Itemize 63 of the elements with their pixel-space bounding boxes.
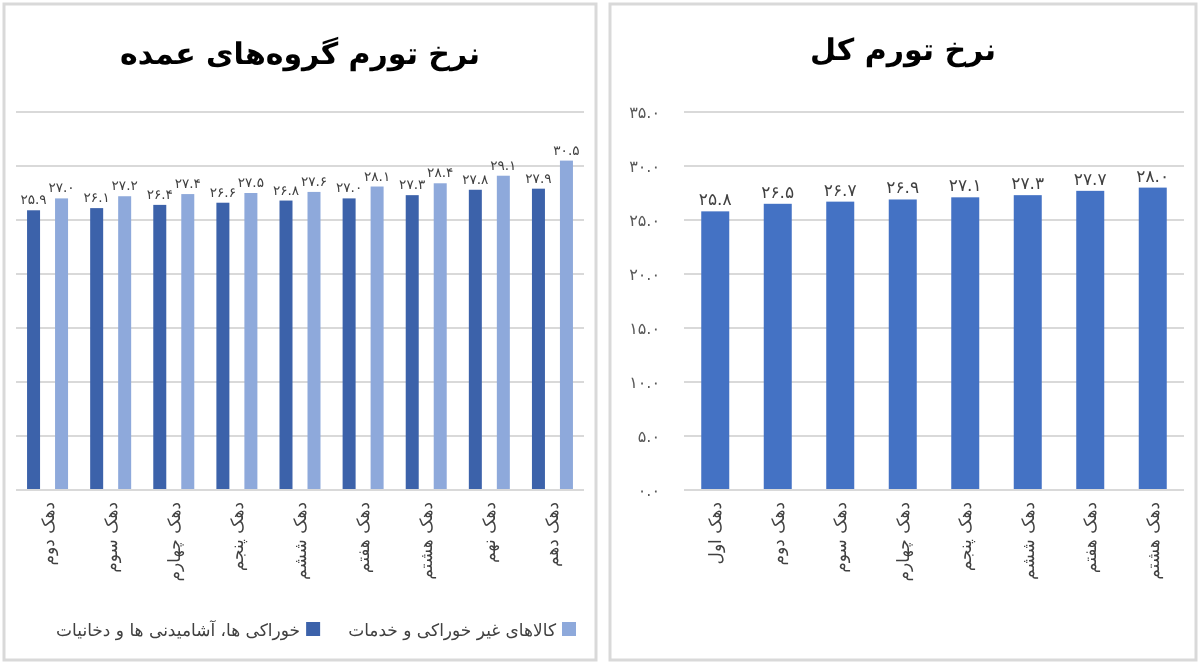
bar <box>307 191 321 490</box>
bar <box>90 208 104 490</box>
y-tick-label: ۱۵.۰ <box>629 320 660 338</box>
bar <box>118 196 132 490</box>
x-tick-label: دهک پنجم <box>228 501 249 572</box>
bar <box>1138 187 1167 490</box>
y-tick-label: ۰.۰ <box>637 482 660 500</box>
bar <box>701 211 730 490</box>
x-tick-label: دهک دهم <box>544 501 565 568</box>
x-tick-label: دهک پنجم <box>957 501 978 572</box>
x-tick-label: دهک ششم <box>292 501 312 580</box>
data-label: ۲۷.۳ <box>1011 175 1046 196</box>
x-tick-label: دهک اول <box>707 501 728 565</box>
x-tick-label: دهک هفتم <box>1082 501 1103 574</box>
data-label: ۲۶.۷ <box>823 181 858 202</box>
y-tick-label: ۳۰.۰ <box>629 158 660 176</box>
bar <box>951 197 980 490</box>
x-tick-label: دهک هشتم <box>1144 501 1165 580</box>
x-tick-label: دهک نهم <box>481 501 502 564</box>
chart-title: نرخ تورم گروه‌های عمده <box>120 36 480 72</box>
legend-label: خوراکی ها، آشامیدنی ها و دخانیات <box>56 620 301 642</box>
bar <box>888 199 917 490</box>
x-tick-label: دهک سوم <box>102 501 123 573</box>
data-label: ۲۶.۵ <box>761 183 796 204</box>
y-tick-label: ۵.۰ <box>637 428 660 446</box>
data-label: ۲۸.۰ <box>1136 167 1170 188</box>
x-tick-label: دهک سوم <box>832 501 853 573</box>
bar <box>1076 190 1105 490</box>
bar <box>55 198 69 490</box>
y-tick-label: ۲۵.۰ <box>629 212 660 230</box>
x-tick-label: دهک هفتم <box>355 501 376 574</box>
bar <box>279 200 293 490</box>
bar <box>405 195 419 490</box>
chart-title: نرخ تورم کل <box>810 32 996 68</box>
bar <box>1013 195 1042 490</box>
bar <box>433 183 447 490</box>
legend-label: کالاهای غیر خوراکی و خدمات <box>348 622 558 642</box>
bar <box>370 186 384 490</box>
bar <box>181 194 195 490</box>
x-tick-label: دهک ششم <box>1019 501 1040 580</box>
bar <box>763 203 792 490</box>
x-tick-label: دهک هشتم <box>418 501 439 580</box>
bar <box>559 160 573 490</box>
x-tick-label: دهک دوم <box>39 501 60 566</box>
bar <box>468 189 482 490</box>
bar <box>27 210 41 490</box>
bar <box>153 204 167 490</box>
y-tick-label: ۳۵.۰ <box>629 104 660 122</box>
bar <box>216 202 230 490</box>
x-tick-label: دهک چهارم <box>894 501 915 582</box>
bar <box>244 193 258 490</box>
bar <box>496 175 510 490</box>
x-tick-label: دهک دوم <box>769 501 790 566</box>
data-label: ۲۵.۸ <box>698 191 733 212</box>
x-tick-label: دهک چهارم <box>165 501 186 582</box>
bar <box>531 188 545 490</box>
y-tick-label: ۱۰.۰ <box>629 374 660 392</box>
bar <box>342 198 356 490</box>
bar <box>826 201 855 490</box>
data-label: ۲۷.۷ <box>1073 170 1108 191</box>
y-tick-label: ۲۰.۰ <box>629 266 660 284</box>
data-label: ۲۶.۹ <box>886 179 921 200</box>
data-label: ۲۷.۱ <box>948 177 982 198</box>
